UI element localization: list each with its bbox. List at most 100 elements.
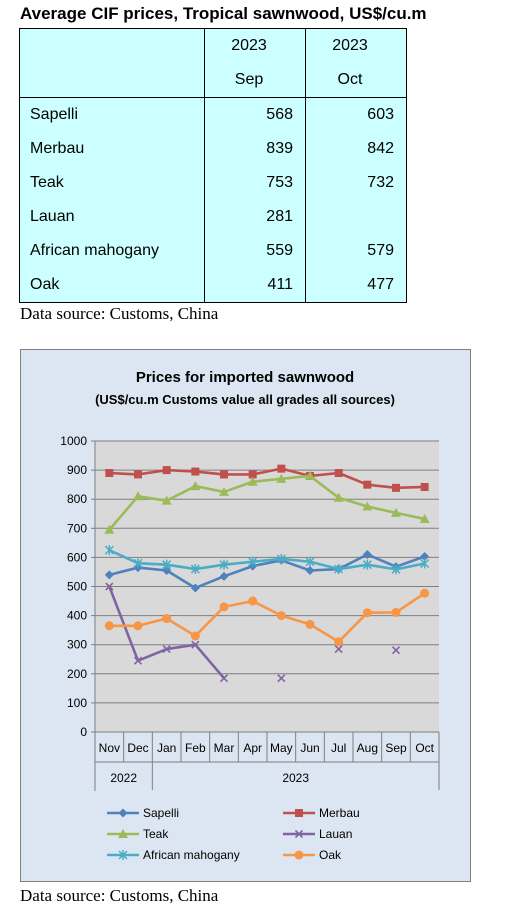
data-source-bottom: Data source: Customs, China: [20, 886, 219, 905]
data-point-african-mahogany: [104, 545, 114, 556]
row-sep-value: 839: [204, 132, 306, 166]
legend-marker: [118, 808, 128, 818]
price-table: 2023 2023 Sep Oct Sapelli 568 603 Merbau…: [19, 28, 407, 303]
data-point-oak: [190, 631, 200, 641]
legend-label: Oak: [319, 848, 342, 862]
data-point-oak: [276, 611, 286, 621]
data-point-african-mahogany: [190, 564, 200, 575]
data-point-merbau: [248, 470, 257, 479]
x-tick-label: Feb: [185, 741, 206, 755]
data-point-sapelli: [420, 552, 430, 562]
data-point-lauan: [277, 674, 286, 683]
legend-marker: [118, 850, 128, 860]
series-line-oak: [109, 592, 426, 644]
row-sep-value: 559: [204, 234, 306, 268]
row-oct-value: 477: [305, 268, 407, 303]
chart-container: Prices for imported sawnwood (US$/cu.m C…: [20, 349, 471, 882]
y-tick-label: 900: [67, 463, 87, 477]
y-tick-label: 200: [67, 667, 87, 681]
row-sep-value: 281: [204, 200, 306, 234]
data-point-lauan: [162, 644, 171, 654]
data-point-oak: [248, 596, 258, 606]
row-name: Oak: [19, 268, 205, 303]
data-point-oak: [362, 608, 372, 618]
data-point-merbau: [392, 483, 400, 492]
data-point-teak: [391, 507, 401, 517]
data-point-teak: [104, 524, 115, 534]
data-point-merbau: [162, 466, 171, 475]
legend-marker: [294, 850, 304, 860]
data-point-teak: [133, 491, 143, 501]
data-point-african-mahogany: [162, 559, 172, 570]
data-point-lauan: [133, 656, 143, 665]
chart-title: Prices for imported sawnwood: [136, 369, 354, 386]
data-point-oak: [162, 614, 172, 624]
data-point-merbau: [191, 467, 200, 476]
data-point-teak: [219, 486, 229, 496]
legend-label: Sapelli: [143, 806, 179, 820]
data-point-lauan: [191, 640, 200, 649]
y-tick-label: 500: [67, 580, 87, 594]
x-tick-label: May: [270, 741, 293, 755]
legend-marker: [118, 829, 128, 838]
table-row: Teak 753 732: [19, 166, 407, 200]
header-year-oct: 2023: [305, 28, 407, 63]
header-month-oct: Oct: [305, 63, 407, 98]
data-point-teak: [247, 476, 258, 486]
data-point-lauan: [219, 674, 229, 683]
data-point-african-mahogany: [391, 564, 401, 575]
table-row: Lauan 281: [19, 200, 407, 234]
data-point-african-mahogany: [248, 556, 258, 567]
row-oct-value: 579: [305, 234, 407, 268]
data-point-oak: [305, 619, 315, 629]
row-sep-value: 568: [204, 97, 306, 132]
x-tick-label: Sep: [385, 741, 407, 755]
series-line-sapelli: [109, 553, 426, 590]
data-point-teak: [362, 501, 373, 511]
page-title: Average CIF prices, Tropical sawnwood, U…: [20, 4, 427, 23]
table-row: African mahogany 559 579: [19, 234, 407, 268]
data-point-lauan: [391, 646, 401, 655]
x-tick-label: Mar: [214, 741, 235, 755]
data-point-teak: [419, 513, 430, 523]
y-tick-label: 0: [80, 725, 87, 739]
data-point-african-mahogany: [133, 558, 143, 569]
table-row: Merbau 839 842: [19, 132, 407, 166]
series-line-african-mahogany: [108, 548, 425, 571]
x-tick-label: Oct: [415, 741, 434, 755]
data-point-merbau: [363, 480, 372, 489]
y-tick-label: 600: [67, 550, 87, 564]
legend-label: Merbau: [319, 806, 360, 820]
data-point-teak: [276, 473, 287, 483]
data-point-merbau: [105, 469, 114, 478]
year-group-label: 2022: [110, 771, 137, 785]
data-point-merbau: [420, 482, 429, 491]
row-oct-value: 732: [305, 166, 407, 200]
legend-marker: [295, 809, 303, 817]
data-point-oak: [420, 588, 430, 598]
row-oct-value: 603: [305, 97, 407, 132]
data-point-oak: [391, 607, 401, 617]
row-name: Teak: [19, 166, 205, 200]
row-oct-value: [305, 200, 407, 234]
row-sep-value: 753: [204, 166, 306, 200]
data-point-teak: [333, 492, 344, 502]
y-tick-label: 800: [67, 492, 87, 506]
series-line-merbau: [109, 467, 425, 490]
table-row: Sapelli 568 603: [19, 97, 407, 132]
x-tick-label: Aug: [357, 741, 378, 755]
data-point-sapelli: [162, 565, 172, 575]
row-name: Sapelli: [19, 97, 205, 132]
legend-label: Lauan: [319, 827, 352, 841]
x-tick-label: Jul: [331, 741, 346, 755]
data-point-african-mahogany: [276, 553, 286, 564]
x-tick-label: Nov: [99, 741, 120, 755]
y-tick-label: 100: [67, 696, 87, 710]
legend-marker: [294, 829, 304, 839]
x-tick-label: Jun: [300, 741, 319, 755]
data-point-african-mahogany: [219, 559, 229, 570]
y-tick-label: 300: [67, 638, 87, 652]
data-point-sapelli: [190, 583, 200, 593]
row-name: Merbau: [19, 132, 205, 166]
data-point-oak: [219, 602, 229, 612]
